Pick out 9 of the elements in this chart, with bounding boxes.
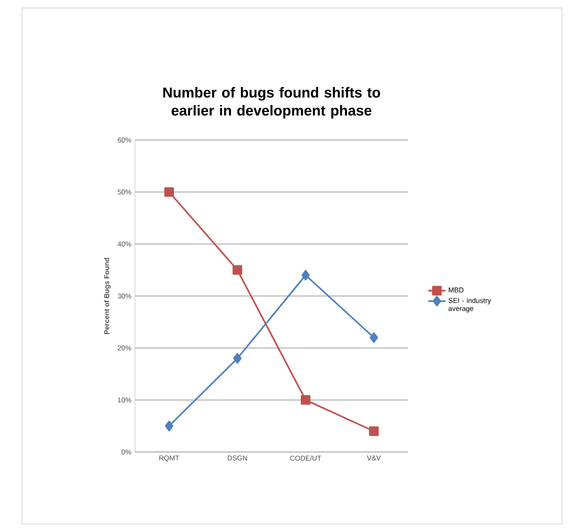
- point: [164, 420, 174, 432]
- point: [233, 353, 242, 364]
- point: [164, 187, 174, 197]
- point: [370, 332, 378, 343]
- point: [301, 270, 310, 280]
- point: [369, 426, 379, 436]
- point: [300, 395, 310, 405]
- point: [232, 265, 242, 275]
- chart-title: Number of bugs found shifts to earlier in development phase: [163, 87, 380, 118]
